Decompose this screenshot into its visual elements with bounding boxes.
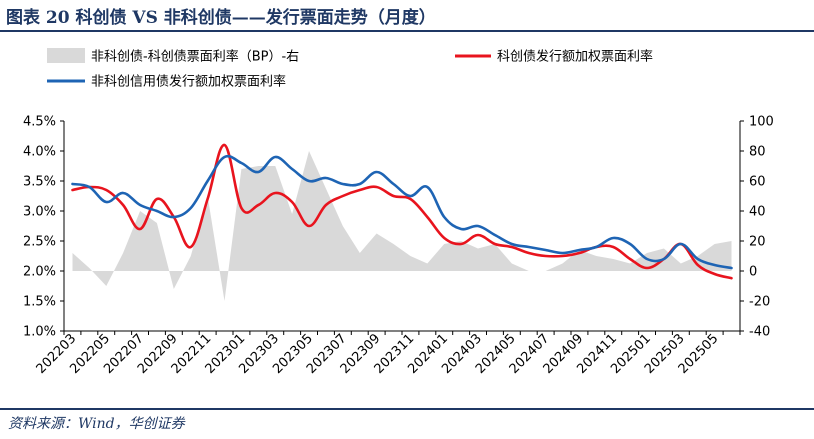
right-tick-label: 80 [749,145,766,160]
legend-label-sci-tech: 科创债发行额加权票面利率 [497,49,653,65]
legend-label-non-sci-tech: 非科创信用债发行额加权票面利率 [91,74,286,90]
right-tick-label: -40 [749,325,770,340]
area-layer [72,151,732,301]
left-tick-label: 3.0% [23,205,56,220]
legend: 非科创债-科创债票面利率（BP）-右 科创债发行额加权票面利率非科创信用债发行额加… [47,48,653,90]
left-tick-label: 3.5% [23,175,56,190]
left-tick-label: 1.5% [23,295,56,310]
right-tick-label: 0 [749,265,757,280]
right-tick-label: 100 [749,115,774,130]
area-series-spread [72,151,732,301]
left-tick-label: 2.0% [23,265,56,280]
line-series-sci-tech [71,143,733,280]
source-note: 资料来源：Wind，华创证券 [8,416,185,432]
legend-swatch-spread [47,48,85,63]
right-tick-label: 20 [749,235,766,250]
left-tick-label: 1.0% [23,325,56,340]
right-tick-label: 60 [749,175,766,190]
legend-label-spread: 非科创债-科创债票面利率（BP）-右 [91,49,299,65]
left-tick-label: 4.0% [23,145,56,160]
page-title: 图表 20 科创债 VS 非科创债——发行票面走势（月度） [6,8,436,28]
chart: 非科创债-科创债票面利率（BP）-右 科创债发行额加权票面利率非科创信用债发行额加… [23,48,774,377]
right-tick-label: -20 [749,295,770,310]
title-divider [0,30,814,32]
footer-divider [0,408,814,410]
right-tick-label: 40 [749,205,766,220]
left-tick-label: 4.5% [23,115,56,130]
left-tick-label: 2.5% [23,235,56,250]
lines-layer [71,143,733,280]
line-series-non-sci-tech [71,154,733,270]
